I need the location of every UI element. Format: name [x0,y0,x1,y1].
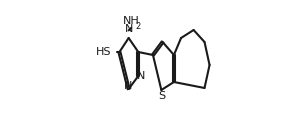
Text: N: N [124,81,133,91]
Text: S: S [158,91,165,101]
Text: N: N [137,71,146,81]
Text: N: N [125,24,133,34]
Text: NH: NH [123,17,140,27]
Text: HS: HS [96,47,112,57]
Text: 2: 2 [135,22,141,31]
